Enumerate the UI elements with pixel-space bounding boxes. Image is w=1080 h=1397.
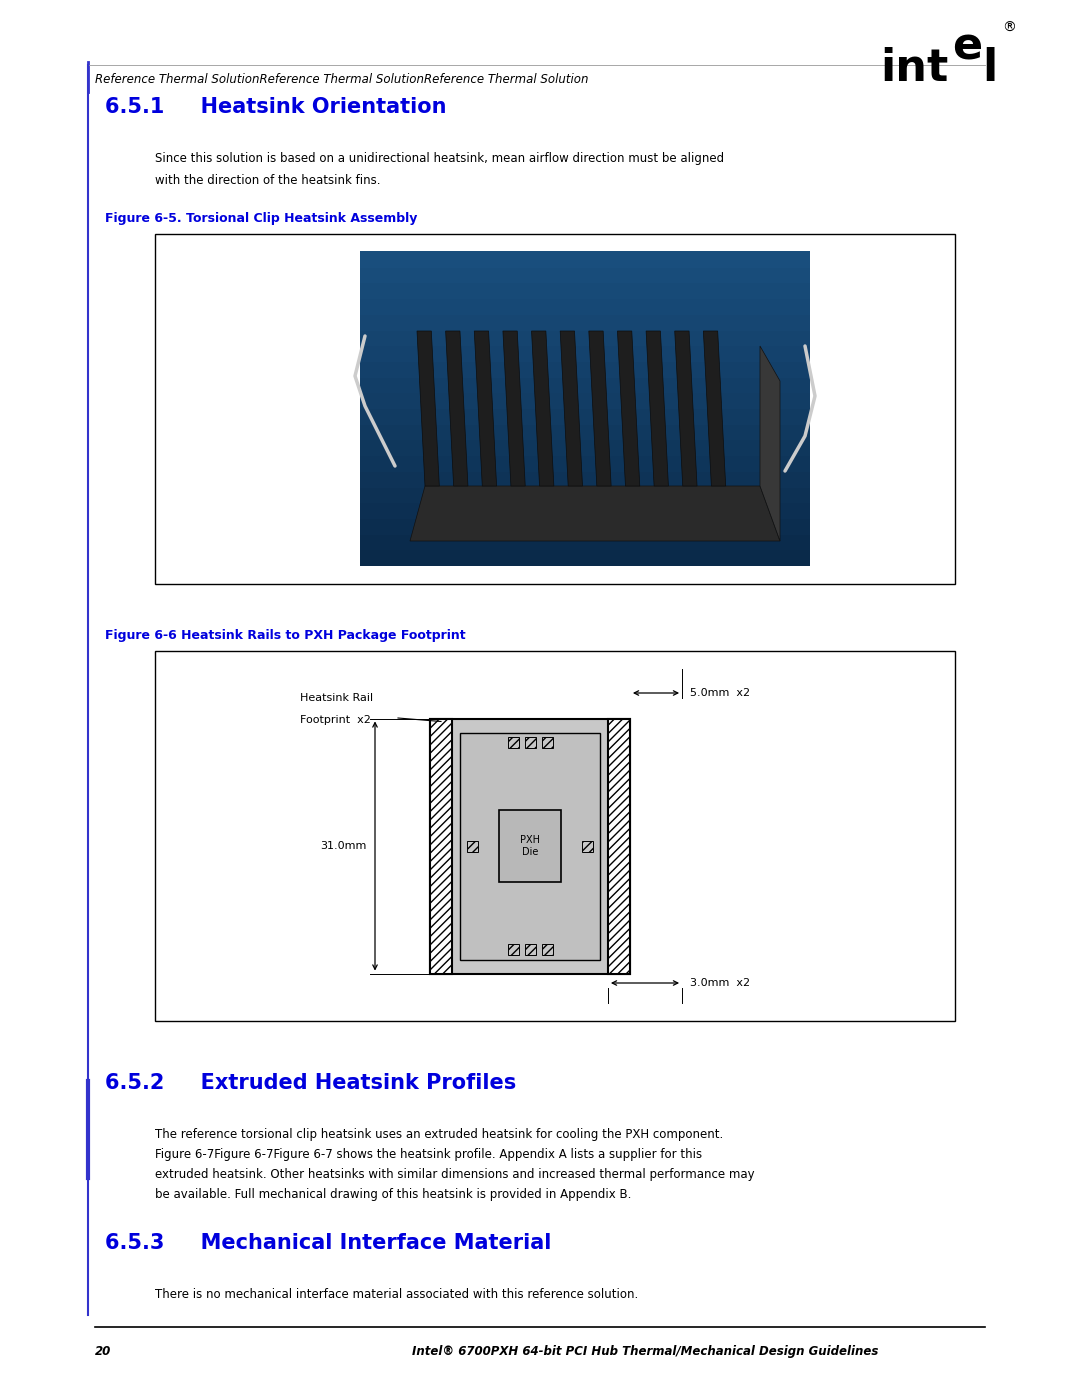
Text: 3.0mm  x2: 3.0mm x2	[690, 978, 751, 988]
Text: 6.5.1     Heatsink Orientation: 6.5.1 Heatsink Orientation	[105, 96, 446, 117]
Text: 31.0mm: 31.0mm	[321, 841, 367, 851]
Polygon shape	[531, 331, 554, 486]
Bar	[499, 810, 561, 882]
Polygon shape	[561, 331, 582, 486]
Bar	[360, 455, 810, 472]
Text: Reference Thermal SolutionReference Thermal SolutionReference Thermal Solution: Reference Thermal SolutionReference Ther…	[95, 73, 589, 87]
Text: with the direction of the heatsink fins.: with the direction of the heatsink fins.	[156, 175, 380, 187]
Text: There is no mechanical interface material associated with this reference solutio: There is no mechanical interface materia…	[156, 1288, 638, 1301]
Bar	[430, 718, 630, 974]
Bar	[541, 738, 553, 747]
Bar	[360, 393, 810, 409]
Bar	[360, 471, 810, 488]
Text: Figure 6-7Figure 6-7Figure 6-7 shows the heatsink profile. Appendix A lists a su: Figure 6-7Figure 6-7Figure 6-7 shows the…	[156, 1148, 702, 1161]
Polygon shape	[417, 331, 760, 486]
Bar	[156, 235, 955, 584]
Bar	[360, 486, 810, 503]
Bar	[467, 841, 478, 852]
Bar	[508, 944, 518, 956]
Text: 6.5.2     Extruded Heatsink Profiles: 6.5.2 Extruded Heatsink Profiles	[105, 1073, 516, 1092]
Bar	[360, 314, 810, 331]
Polygon shape	[760, 346, 780, 541]
Bar	[360, 440, 810, 455]
Bar	[360, 549, 810, 566]
Text: Figure 6-5. Torsional Clip Heatsink Assembly: Figure 6-5. Torsional Clip Heatsink Asse…	[105, 212, 417, 225]
Bar	[525, 738, 536, 747]
Polygon shape	[446, 331, 468, 486]
Text: int: int	[880, 47, 948, 89]
Polygon shape	[618, 331, 639, 486]
Text: Figure 6-6 Heatsink Rails to PXH Package Footprint: Figure 6-6 Heatsink Rails to PXH Package…	[105, 629, 465, 643]
Polygon shape	[646, 331, 669, 486]
Text: l: l	[982, 47, 997, 89]
Text: Heatsink Rail: Heatsink Rail	[300, 693, 373, 703]
Polygon shape	[410, 486, 780, 541]
Bar	[360, 408, 810, 425]
Bar	[582, 841, 593, 852]
Bar	[156, 651, 955, 1021]
Bar	[360, 377, 810, 394]
Text: be available. Full mechanical drawing of this heatsink is provided in Appendix B: be available. Full mechanical drawing of…	[156, 1187, 632, 1201]
Text: e: e	[951, 25, 982, 68]
Polygon shape	[503, 331, 525, 486]
Text: Since this solution is based on a unidirectional heatsink, mean airflow directio: Since this solution is based on a unidir…	[156, 152, 724, 165]
Text: The reference torsional clip heatsink uses an extruded heatsink for cooling the : The reference torsional clip heatsink us…	[156, 1127, 724, 1141]
Bar	[360, 518, 810, 535]
Bar	[360, 267, 810, 284]
Text: 5.0mm  x2: 5.0mm x2	[690, 687, 751, 698]
Bar	[360, 298, 810, 314]
Text: Footprint  x2: Footprint x2	[300, 715, 370, 725]
Text: Intel® 6700PXH 64-bit PCI Hub Thermal/Mechanical Design Guidelines: Intel® 6700PXH 64-bit PCI Hub Thermal/Me…	[411, 1345, 878, 1358]
Bar	[360, 423, 810, 440]
Polygon shape	[589, 331, 611, 486]
Text: extruded heatsink. Other heatsinks with similar dimensions and increased thermal: extruded heatsink. Other heatsinks with …	[156, 1168, 755, 1180]
Polygon shape	[417, 331, 440, 486]
Polygon shape	[675, 331, 697, 486]
Polygon shape	[474, 331, 497, 486]
Bar	[360, 502, 810, 518]
Bar	[608, 718, 630, 974]
Bar	[360, 534, 810, 550]
Bar	[541, 944, 553, 956]
Bar	[360, 360, 810, 377]
Text: PXH
Die: PXH Die	[519, 835, 540, 856]
Text: 20: 20	[95, 1345, 111, 1358]
Bar	[508, 738, 518, 747]
Bar	[360, 282, 810, 299]
Polygon shape	[703, 331, 726, 486]
Text: ®: ®	[1002, 21, 1016, 35]
Bar	[360, 330, 810, 346]
Bar	[460, 732, 599, 960]
Bar	[430, 718, 453, 974]
Bar	[360, 251, 810, 268]
Bar	[360, 345, 810, 362]
Text: 6.5.3     Mechanical Interface Material: 6.5.3 Mechanical Interface Material	[105, 1234, 552, 1253]
Bar	[525, 944, 536, 956]
